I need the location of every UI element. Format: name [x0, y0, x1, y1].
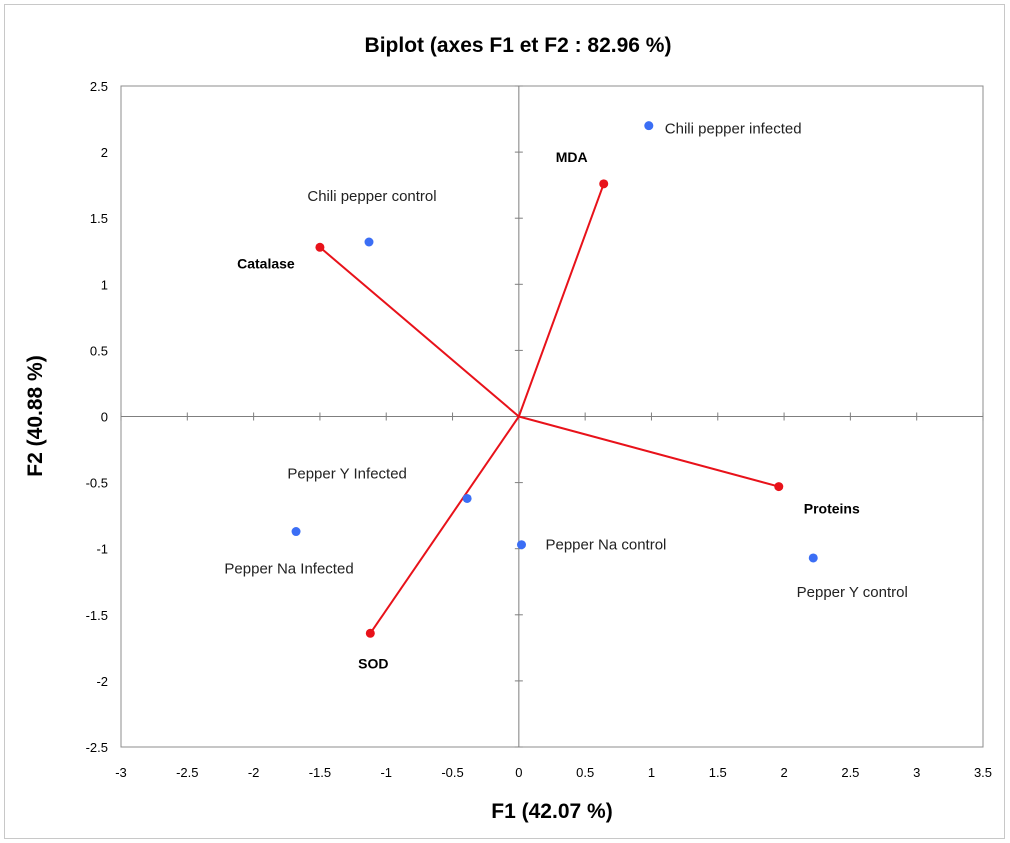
x-tick-label: -0.5: [441, 765, 463, 780]
x-tick-label: 3.5: [974, 765, 992, 780]
x-tick-label: 0.5: [576, 765, 594, 780]
observation-point: [291, 527, 301, 537]
x-tick-label: -1.5: [309, 765, 331, 780]
observation-label: Pepper Y Infected: [287, 465, 407, 482]
y-tick-label: 0: [101, 410, 108, 425]
y-tick-label: -0.5: [86, 476, 108, 491]
observation-point: [516, 540, 526, 550]
observation-label: Chili pepper control: [307, 188, 436, 205]
observation-point: [462, 493, 472, 503]
x-tick-label: 1.5: [709, 765, 727, 780]
variable-vector: [518, 415, 780, 488]
y-tick-label: 1: [101, 277, 108, 292]
variable-vectors: [315, 179, 784, 638]
y-tick-label: -2: [96, 674, 108, 689]
y-tick-label: -1.5: [86, 608, 108, 623]
variable-label: Proteins: [804, 501, 860, 517]
x-axis-title: F1 (42.07 %): [491, 800, 612, 823]
y-tick-label: -1: [96, 542, 108, 557]
point-labels: MDA Catalase Proteins SOD Chili pepper infec…: [224, 121, 907, 672]
y-tick-label: 2: [101, 145, 108, 160]
variable-label: MDA: [556, 149, 588, 165]
x-tick-label: -3: [115, 765, 127, 780]
x-tick-label: 3: [913, 765, 920, 780]
variable-vector: [319, 246, 520, 418]
observation-points: [291, 121, 818, 563]
y-tick-label: 0.5: [90, 343, 108, 358]
axes-layer: -3 -2.5 -2 -1.5 -1 -0.5 0 0.5 1 1.5 2 2.5 3 3.5 2.5 2 1.…: [86, 79, 992, 780]
variable-point: [599, 179, 609, 189]
observation-point: [644, 121, 654, 131]
y-tick-label: 2.5: [90, 79, 108, 94]
variable-point: [315, 242, 325, 252]
chart-frame: [4, 4, 1005, 839]
y-axis-title: F2 (40.88 %): [24, 355, 47, 476]
observation-point: [364, 237, 374, 247]
observation-label: Chili pepper infected: [665, 121, 802, 138]
variable-label: Catalase: [237, 255, 295, 271]
x-tick-label: 2.5: [841, 765, 859, 780]
variable-label: SOD: [358, 655, 388, 671]
x-tick-label: 2: [780, 765, 787, 780]
variable-vector: [369, 415, 520, 634]
observation-point: [808, 553, 818, 563]
variable-vector: [517, 183, 605, 417]
y-tick-label: -2.5: [86, 740, 108, 755]
variable-point: [774, 482, 784, 492]
x-tick-label: 0: [515, 765, 522, 780]
x-tick-label: -2: [248, 765, 260, 780]
x-tick-label: 1: [648, 765, 655, 780]
observation-label: Pepper Y control: [797, 584, 908, 601]
chart-title: Biplot (axes F1 et F2 : 82.96 %): [365, 34, 672, 57]
y-tick-label: 1.5: [90, 211, 108, 226]
observation-label: Pepper Na Infected: [224, 561, 353, 578]
x-tick-label: -1: [380, 765, 392, 780]
variable-point: [365, 628, 375, 638]
observation-label: Pepper Na control: [545, 537, 666, 554]
x-tick-label: -2.5: [176, 765, 198, 780]
